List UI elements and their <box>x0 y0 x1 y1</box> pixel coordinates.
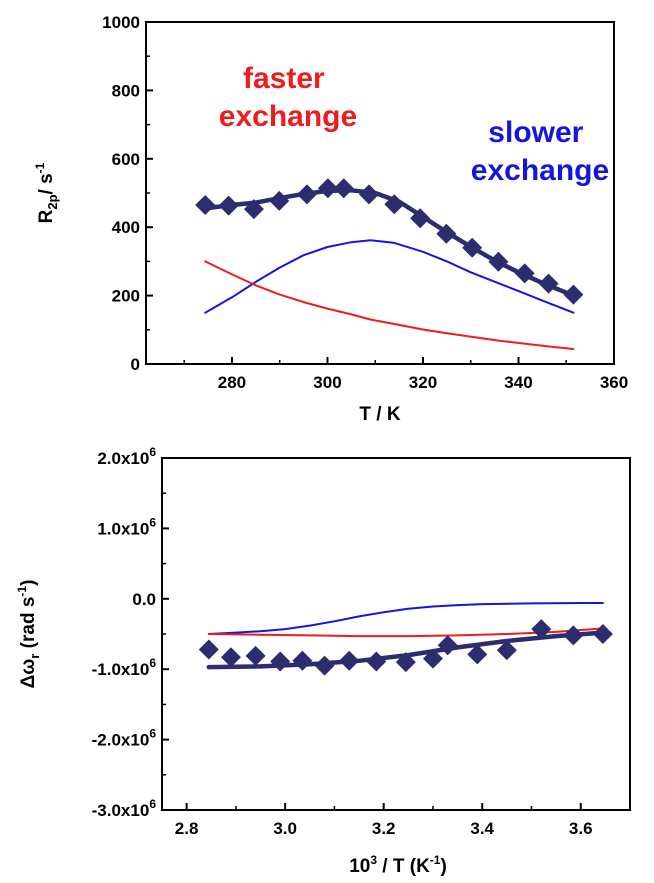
top-data-point <box>269 190 290 211</box>
top-x-tick-label: 320 <box>409 373 437 392</box>
top-data-point <box>514 263 535 284</box>
top-data-point <box>563 284 584 305</box>
bottom-data-point <box>220 647 241 668</box>
bottom-data-point <box>467 644 488 665</box>
top-data-point <box>243 199 264 220</box>
bottom-data-point <box>198 639 219 660</box>
top-x-tick-label: 360 <box>600 373 628 392</box>
chart-bottom: 2.8 3.0 3.2 3.4 3.6 2.0x106 1.0x106 0.0 -1.0x106… <box>15 445 631 877</box>
bottom-data-point <box>270 651 291 672</box>
top-x-axis-title: T / K <box>359 404 400 425</box>
bottom-series <box>198 602 613 676</box>
top-y-tick-label: 600 <box>112 150 140 169</box>
bottom-y-tick-label: -3.0x106 <box>92 797 157 820</box>
bottom-data-point <box>395 652 416 673</box>
bottom-x-tick-label: 3.4 <box>470 819 494 838</box>
bottom-x-tick-label: 3.0 <box>273 819 297 838</box>
top-y-tick-label: 800 <box>112 81 140 100</box>
bottom-data-point <box>531 619 552 640</box>
top-x-tick-label: 300 <box>313 373 341 392</box>
top-y-tick-label: 0 <box>131 355 140 374</box>
top-data-point <box>384 194 405 215</box>
top-data-point <box>410 208 431 229</box>
top-data-point <box>333 178 354 199</box>
top-data-point <box>488 251 509 272</box>
bottom-x-tick-label: 2.8 <box>175 819 199 838</box>
bottom-data-point <box>339 650 360 671</box>
top-data-point <box>195 194 216 215</box>
top-faster-line <box>204 260 575 350</box>
top-data-point <box>218 195 239 216</box>
top-data-point <box>317 178 338 199</box>
bottom-y-tick-label: 2.0x106 <box>97 445 156 468</box>
bottom-data-point <box>314 655 335 676</box>
top-y-axis-title: R2p/ s-1 <box>33 162 60 223</box>
top-data-point <box>436 223 457 244</box>
bottom-ticks: 2.8 3.0 3.2 3.4 3.6 2.0x106 1.0x106 0.0 -1.0x106… <box>92 445 593 838</box>
bottom-data-point <box>366 651 387 672</box>
top-y-tick-label: 200 <box>112 287 140 306</box>
bottom-data-point <box>292 650 313 671</box>
annotation-faster-exchange: faster exchange <box>219 62 357 133</box>
top-data-point <box>359 184 380 205</box>
top-data-point <box>538 273 559 294</box>
bottom-y-tick-label: 1.0x106 <box>97 515 156 538</box>
bottom-slower-line <box>207 602 604 635</box>
top-series <box>195 178 584 350</box>
bottom-data-point <box>422 648 443 669</box>
top-y-tick-label: 1000 <box>102 13 140 32</box>
bottom-data-point <box>563 625 584 646</box>
annotation-slower-exchange: slower exchange <box>471 116 609 187</box>
bottom-y-tick-label: -1.0x106 <box>92 656 157 679</box>
bottom-x-axis-title: 103 / T (K-1) <box>349 853 447 877</box>
top-y-tick-label: 400 <box>112 218 140 237</box>
bottom-x-tick-label: 3.6 <box>569 819 593 838</box>
bottom-y-axis-title: Δωr (rad s-1) <box>15 580 42 689</box>
bottom-y-tick-label: -2.0x106 <box>92 727 157 750</box>
chart-top: 280 300 320 340 360 0 200 400 600 800 1000 R2p/ s-… <box>33 13 628 425</box>
bottom-x-tick-label: 3.2 <box>372 819 396 838</box>
bottom-data-point <box>496 640 517 661</box>
top-x-tick-label: 280 <box>218 373 246 392</box>
top-data-point <box>462 237 483 258</box>
bottom-data-point <box>245 645 266 666</box>
top-data-point <box>296 184 317 205</box>
bottom-data-point <box>437 635 458 656</box>
top-fit-line <box>202 188 576 298</box>
top-x-tick-label: 340 <box>504 373 532 392</box>
top-ticks: 280 300 320 340 360 0 200 400 600 800 1000 <box>102 13 628 392</box>
bottom-y-tick-label: 0.0 <box>132 590 156 609</box>
bottom-data-point <box>592 624 613 644</box>
top-slower-line <box>204 239 575 314</box>
